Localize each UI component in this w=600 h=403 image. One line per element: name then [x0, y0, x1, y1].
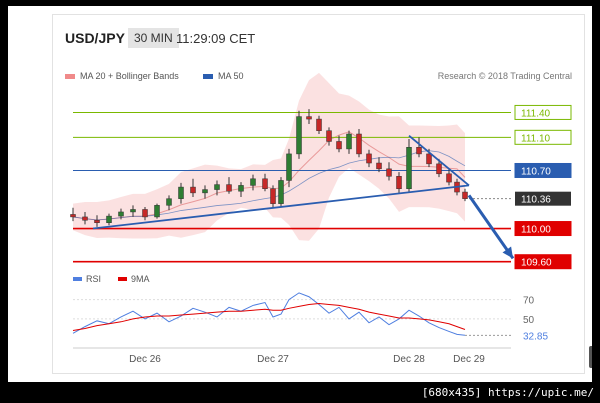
candle-body: [278, 180, 284, 204]
rsi-legend-swatch-0: [73, 277, 82, 281]
forecast-arrow-head: [502, 246, 513, 259]
candle-body: [118, 211, 124, 217]
candle-body: [166, 198, 172, 206]
candle-body: [106, 215, 112, 223]
legend-ma50-swatch: [203, 73, 213, 79]
timestamp: 11:29:09 CET: [176, 30, 256, 46]
candle-body: [130, 209, 136, 213]
download-button[interactable]: [589, 346, 592, 368]
trendline-1: [408, 134, 470, 187]
candle-body: [396, 176, 402, 189]
x-tick-label-1: Dec 27: [257, 354, 289, 365]
rsi-level-label-0: 70: [523, 296, 535, 307]
candle-body: [202, 189, 208, 194]
legend-ma50-label: MA 50: [218, 71, 244, 81]
rsi-legend-label-1: 9MA: [131, 274, 150, 284]
candle-body: [416, 147, 422, 155]
price-level-tag-4: [514, 254, 572, 270]
candle-body: [70, 214, 76, 218]
bollinger-band: [73, 72, 465, 241]
price-level-label-0: 111.40: [521, 108, 551, 119]
price-level-label-4: 109.60: [521, 258, 552, 269]
candle-body: [376, 162, 382, 170]
candle-body: [436, 163, 442, 175]
candle-body: [426, 153, 432, 165]
rsi-legend-label-0: RSI: [86, 274, 101, 284]
rsi-level-label-1: 50: [523, 315, 535, 326]
candle-body: [366, 153, 372, 164]
price-level-tag-1: [514, 129, 572, 145]
chart-card: USD/JPY 30 MIN 11:29:09 CET MA 20 + Boll…: [8, 6, 592, 382]
candle-body: [286, 153, 292, 181]
timeframe-button[interactable]: 30 MIN: [128, 28, 179, 48]
candle-body: [326, 130, 332, 142]
legend-bollinger: MA 20 + Bollinger Bands: [65, 71, 179, 81]
chart-panel: USD/JPY 30 MIN 11:29:09 CET MA 20 + Boll…: [52, 14, 592, 374]
price-chart: 111.40 111.10 110.70 110.00 109.60 110.36 RSI 9…: [70, 72, 572, 365]
legend-bollinger-swatch: [65, 73, 75, 79]
currency-pair-title: USD/JPY: [65, 30, 125, 46]
x-tick-label-2: Dec 28: [393, 354, 425, 365]
legend-ma50: MA 50: [203, 71, 244, 81]
candle-body: [250, 178, 256, 186]
research-credit: Research © 2018 Trading Central: [437, 71, 572, 81]
candle-body: [386, 168, 392, 177]
trendline-0: [92, 184, 470, 230]
candle-body: [178, 186, 184, 199]
rsi-legend-swatch-1: [118, 277, 127, 281]
candle-body: [238, 185, 244, 192]
price-level-label-1: 111.10: [521, 133, 551, 144]
candle-body: [446, 173, 452, 183]
candle-body: [296, 116, 302, 155]
rsi-series-9ma: [72, 302, 466, 331]
candle-body: [214, 184, 220, 190]
candle-body: [306, 116, 312, 120]
forecast-arrow-shaft: [467, 194, 515, 260]
candle-body: [406, 147, 412, 189]
candle-body: [356, 133, 362, 155]
candle-body: [190, 186, 196, 194]
rsi-current-label: 32.85: [523, 331, 548, 342]
candle-body: [262, 178, 268, 189]
legend-bollinger-label: MA 20 + Bollinger Bands: [80, 71, 179, 81]
candle-body: [94, 219, 100, 223]
candle-body: [336, 141, 342, 150]
price-level-label-2: 110.70: [521, 166, 551, 177]
price-level-tag-0: [514, 104, 572, 120]
x-tick-label-0: Dec 26: [129, 354, 161, 365]
price-level-label-3: 110.00: [521, 225, 551, 236]
candle-body: [154, 205, 160, 218]
candle-body: [270, 188, 276, 204]
price-level-tag-3: [514, 221, 572, 237]
x-tick-label-3: Dec 29: [453, 354, 485, 365]
footer-bar: [680x435] https://upic.me/: [0, 383, 600, 403]
rsi-series-rsi: [72, 292, 466, 336]
candle-body: [316, 118, 322, 131]
price-level-tag-2: [514, 162, 572, 178]
current-price-label: 110.36: [521, 195, 551, 206]
candle-body: [82, 216, 88, 221]
footer-text: [680x435] https://upic.me/: [421, 386, 594, 399]
candle-body: [142, 209, 148, 218]
current-price-tag: [515, 191, 571, 206]
candle-body: [226, 184, 232, 192]
candle-body: [462, 191, 468, 199]
candle-body: [346, 133, 352, 150]
